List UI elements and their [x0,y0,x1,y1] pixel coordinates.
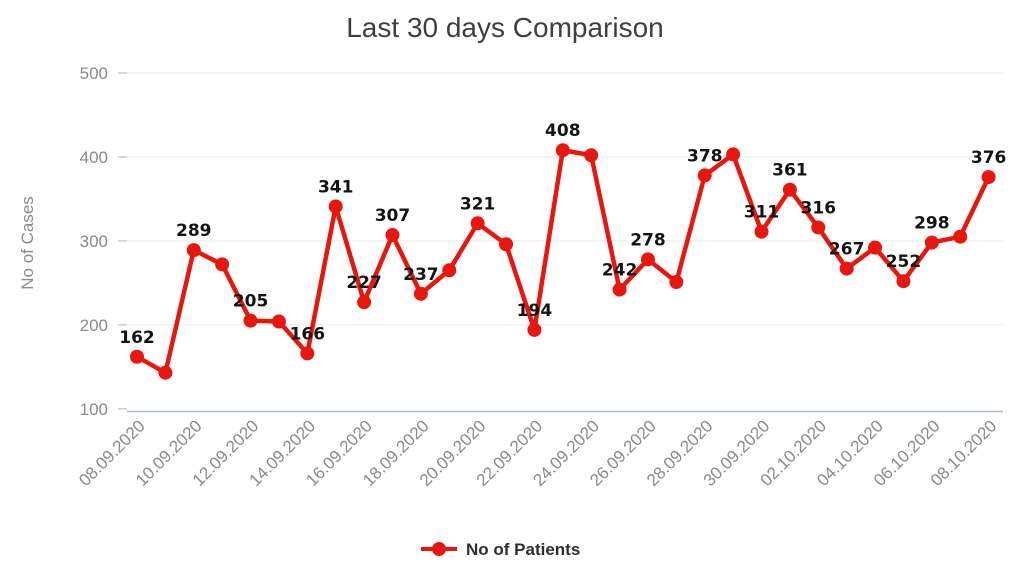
data-point-marker[interactable] [215,257,230,272]
data-point-label: 341 [318,177,354,197]
data-point-marker[interactable] [868,240,883,255]
data-point-label: 237 [403,265,439,285]
data-point-label: 227 [346,273,382,293]
data-point-marker[interactable] [499,237,514,252]
data-point-marker[interactable] [470,216,485,231]
data-point-marker[interactable] [612,282,627,297]
data-point-label: 242 [602,261,638,281]
data-point-label: 252 [886,252,922,272]
data-point-label: 194 [517,301,553,321]
gridlines [127,72,1003,326]
y-axis-tick-labels: 100 200 300 400 500 [80,64,127,419]
data-point-marker[interactable] [981,170,996,185]
data-point-marker[interactable] [726,147,741,162]
data-point-marker[interactable] [555,143,570,158]
data-point-marker[interactable] [413,286,428,301]
data-point-marker[interactable] [271,314,286,329]
data-point-label: 361 [772,161,808,181]
y-tick-label: 100 [80,400,108,419]
data-point-marker[interactable] [697,168,712,183]
legend-item[interactable]: No of Patients [421,540,580,559]
data-point-marker[interactable] [896,274,911,289]
data-point-marker[interactable] [442,263,457,278]
data-point-marker[interactable] [300,346,315,361]
data-point-label: 278 [630,230,666,250]
y-tick-label: 500 [80,64,108,83]
data-point-label: 376 [971,148,1007,168]
data-point-marker[interactable] [328,199,343,214]
y-tick-label: 300 [80,232,108,251]
data-point-label: 166 [290,324,326,344]
data-point-label: 321 [460,194,496,214]
x-axis-tick-labels: 08.09.202010.09.202012.09.202014.09.2020… [75,416,1000,490]
data-point-label: 289 [176,221,212,241]
data-point-marker[interactable] [243,313,258,328]
data-point-label: 378 [687,146,723,166]
y-tick-label: 200 [80,316,108,335]
data-point-marker[interactable] [839,261,854,276]
data-point-label: 307 [375,206,411,226]
data-point-marker[interactable] [385,228,400,243]
data-point-marker[interactable] [527,322,542,337]
y-axis-title: No of Cases [18,196,37,290]
data-series [130,143,996,380]
data-point-marker[interactable] [640,252,655,267]
data-point-label: 298 [914,214,950,234]
data-point-marker[interactable] [158,365,173,380]
data-point-marker[interactable] [186,243,201,258]
data-point-label: 311 [744,203,780,223]
data-point-marker[interactable] [584,148,599,163]
data-point-marker[interactable] [357,295,372,310]
data-point-marker[interactable] [130,349,144,364]
y-tick-label: 400 [80,148,108,167]
data-point-label: 316 [801,198,837,218]
data-point-marker[interactable] [924,235,939,250]
data-point-marker[interactable] [953,229,968,244]
legend-marker-icon [432,542,446,556]
chart-title: Last 30 days Comparison [346,12,664,43]
data-point-marker[interactable] [754,224,769,239]
legend-label: No of Patients [466,540,580,559]
data-point-marker[interactable] [669,275,684,290]
data-point-label: 205 [233,292,269,312]
data-point-label: 267 [829,240,865,260]
data-point-labels: 162 289 205 166 341 227 307 237 321 194 408 242 278 3… [119,121,1006,348]
data-point-label: 162 [119,328,155,348]
data-point-marker[interactable] [811,220,826,235]
data-point-label: 408 [545,121,581,141]
series-line [134,147,991,375]
data-point-marker[interactable] [782,182,797,197]
